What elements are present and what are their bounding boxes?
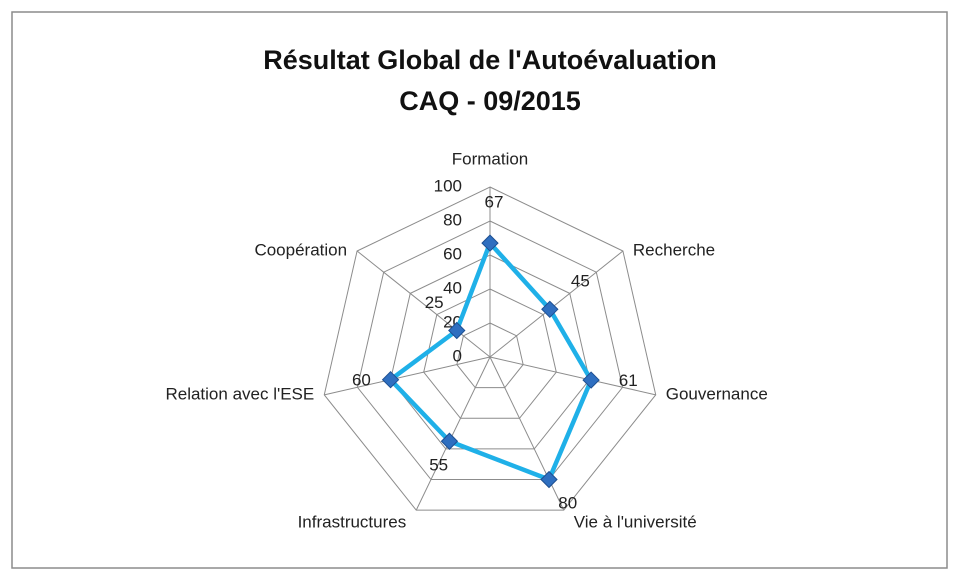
data-label: 25: [425, 293, 444, 312]
category-label: Gouvernance: [666, 384, 768, 403]
data-label: 55: [429, 455, 448, 474]
grid-ring: [456, 322, 524, 389]
marker: [381, 370, 400, 389]
category-label: Vie à l'université: [574, 513, 697, 532]
spoke: [489, 356, 656, 396]
grid-ring: [323, 186, 657, 511]
marker: [448, 321, 466, 340]
r-tick-label: 60: [443, 244, 462, 263]
r-tick-label: 40: [443, 278, 462, 297]
marker: [440, 432, 459, 450]
data-label: 60: [352, 371, 371, 390]
chart-frame: [11, 11, 948, 569]
data-label: 61: [619, 371, 638, 390]
r-tick-label: 0: [453, 346, 462, 365]
data-label: 67: [485, 193, 504, 212]
spoke: [489, 250, 624, 358]
marker: [582, 371, 600, 389]
r-tick-label: 80: [443, 210, 462, 229]
chart-title: Résultat Global de l'Autoévaluation: [263, 45, 716, 75]
data-label: 80: [558, 494, 577, 513]
data-label: 45: [571, 272, 590, 291]
r-tick-label: 100: [434, 176, 462, 195]
category-label: Formation: [452, 149, 529, 168]
category-label: Relation avec l'ESE: [165, 384, 314, 403]
grid-ring: [356, 220, 624, 481]
category-label: Recherche: [633, 240, 715, 259]
marker: [481, 234, 499, 252]
category-label: Infrastructures: [298, 513, 407, 532]
spoke: [324, 356, 491, 396]
marker: [540, 470, 558, 489]
spoke: [415, 356, 491, 511]
category-label: Coopération: [254, 240, 347, 259]
grid-ring: [390, 254, 590, 450]
marker: [541, 300, 559, 319]
grid-ring: [423, 288, 557, 419]
chart-subtitle: CAQ - 09/2015: [399, 86, 581, 116]
series-line: [388, 240, 594, 482]
spoke: [356, 250, 491, 358]
